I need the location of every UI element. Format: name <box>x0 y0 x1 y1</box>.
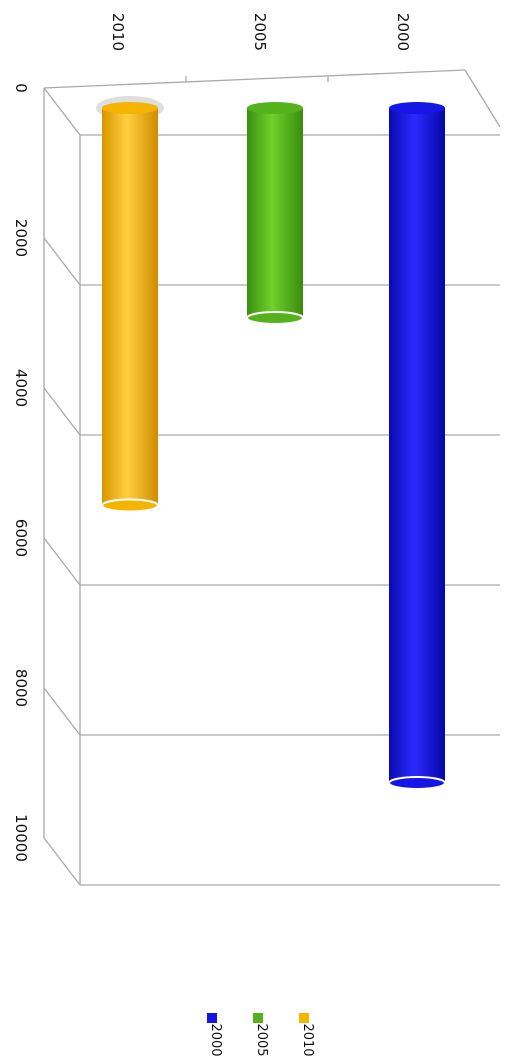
x-tick-label: 2000 <box>12 219 30 257</box>
bar-cap-start <box>389 102 445 114</box>
bar-2010 <box>96 96 164 513</box>
labels-layer: 0 2000 4000 6000 8000 10000 2000 2005 2010 <box>12 13 412 862</box>
legend-label: 2005 <box>254 1023 269 1056</box>
bars-layer <box>96 96 446 790</box>
grid-depth-line <box>43 837 81 886</box>
category-label: 2000 <box>394 13 412 51</box>
x-tick-label: 8000 <box>12 669 30 707</box>
x-tick-label: 10000 <box>12 814 30 862</box>
bar-cap-end <box>388 776 446 790</box>
bar-cap-start <box>102 102 158 114</box>
x-tick-label: 4000 <box>12 369 30 407</box>
legend-swatch <box>253 1013 263 1023</box>
legend-label: 2010 <box>300 1023 315 1056</box>
grid-depth-line <box>43 387 81 436</box>
legend-item-2010: 2010 <box>299 1013 315 1057</box>
category-label: 2010 <box>109 13 127 51</box>
grid-depth-line <box>43 237 81 286</box>
top-edge-line <box>43 69 466 89</box>
legend-swatch <box>207 1013 217 1023</box>
grid-depth-line <box>43 687 81 736</box>
grid-depth-line <box>43 87 81 136</box>
x-tick-label: 0 <box>12 83 30 93</box>
top-edge-depth-line <box>464 69 501 128</box>
bar-2005 <box>246 102 304 325</box>
category-label: 2005 <box>251 13 269 51</box>
bar-cap-end <box>101 498 159 513</box>
legend-item-2005: 2005 <box>253 1013 269 1057</box>
legend: 2000 2005 2010 <box>207 1013 315 1057</box>
legend-item-2000: 2000 <box>207 1013 223 1057</box>
bar-cap-end <box>246 311 304 325</box>
bar-cap-start <box>247 102 303 114</box>
bar-body <box>389 108 445 783</box>
bar-body <box>247 108 303 318</box>
legend-label: 2000 <box>208 1023 223 1056</box>
bar-2000 <box>388 102 446 790</box>
x-tick-label: 6000 <box>12 519 30 557</box>
grid-depth-line <box>43 537 81 586</box>
bar-body <box>102 108 158 506</box>
legend-swatch <box>299 1013 309 1023</box>
